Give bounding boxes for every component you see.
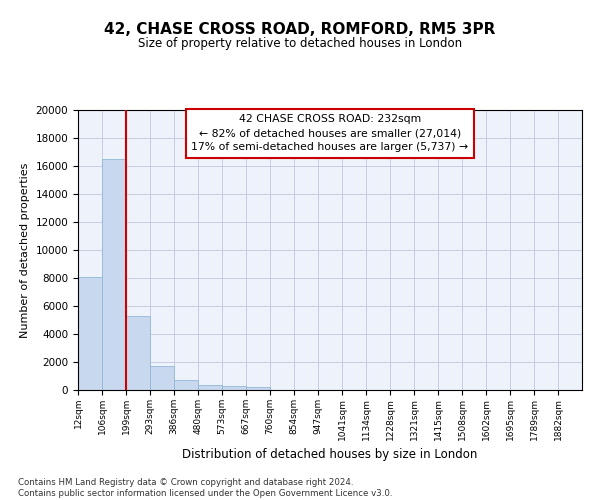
Text: Contains HM Land Registry data © Crown copyright and database right 2024.
Contai: Contains HM Land Registry data © Crown c… <box>18 478 392 498</box>
Text: 42, CHASE CROSS ROAD, ROMFORD, RM5 3PR: 42, CHASE CROSS ROAD, ROMFORD, RM5 3PR <box>104 22 496 38</box>
X-axis label: Distribution of detached houses by size in London: Distribution of detached houses by size … <box>182 448 478 461</box>
Bar <box>150 366 174 390</box>
Text: 42 CHASE CROSS ROAD: 232sqm
← 82% of detached houses are smaller (27,014)
17% of: 42 CHASE CROSS ROAD: 232sqm ← 82% of det… <box>191 114 469 152</box>
Bar <box>222 386 246 390</box>
Bar <box>174 380 198 390</box>
Y-axis label: Number of detached properties: Number of detached properties <box>20 162 30 338</box>
Text: Size of property relative to detached houses in London: Size of property relative to detached ho… <box>138 38 462 51</box>
Bar <box>102 159 126 390</box>
Bar <box>78 276 102 390</box>
Bar <box>198 385 222 390</box>
Bar <box>126 316 150 390</box>
Bar <box>246 388 270 390</box>
